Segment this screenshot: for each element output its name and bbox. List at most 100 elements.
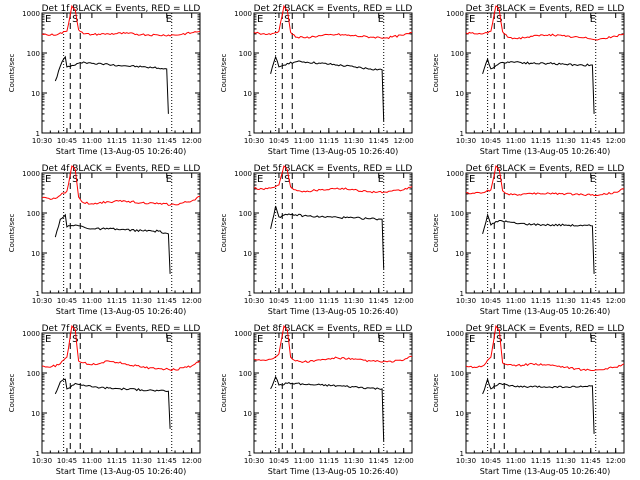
detector-panel-7: Det 7f BLACK = Events, RED = LLD Counts/s… bbox=[8, 324, 202, 476]
x-axis-label: Start Time (13-Aug-05 10:26:40) bbox=[268, 147, 399, 156]
x-tick-label: 11:00 bbox=[294, 457, 314, 465]
series-lld-line bbox=[41, 4, 201, 37]
y-tick-label: 10 bbox=[31, 410, 40, 418]
panel-title: Det 8f BLACK = Events, RED = LLD bbox=[254, 324, 413, 334]
series-events-line bbox=[54, 213, 171, 274]
x-tick-label: 10:45 bbox=[481, 457, 501, 465]
series-lld-line bbox=[253, 4, 413, 40]
x-tick-label: 11:45 bbox=[157, 137, 177, 145]
y-tick-label: 1000 bbox=[22, 170, 40, 178]
x-tick-label: 12:00 bbox=[606, 297, 626, 305]
panel-title: Det 2f BLACK = Events, RED = LLD bbox=[254, 4, 413, 14]
x-axis-label: Start Time (13-Aug-05 10:26:40) bbox=[56, 147, 187, 156]
x-tick-label: 11:30 bbox=[556, 457, 576, 465]
y-tick-label: 1000 bbox=[446, 170, 464, 178]
y-axis-label: Counts/sec bbox=[220, 54, 228, 93]
series-lld-line bbox=[41, 324, 201, 372]
series-events-line bbox=[270, 205, 385, 269]
x-axis-label: Start Time (13-Aug-05 10:26:40) bbox=[480, 307, 611, 316]
y-tick-label: 1 bbox=[36, 290, 40, 298]
plot-frame bbox=[41, 172, 201, 294]
marker-s: S bbox=[496, 174, 502, 185]
y-tick-label: 1000 bbox=[234, 330, 252, 338]
x-tick-label: 10:30 bbox=[32, 457, 52, 465]
detector-panel-5: Det 5f BLACK = Events, RED = LLD Counts/s… bbox=[220, 164, 414, 316]
x-tick-label: 11:30 bbox=[556, 137, 576, 145]
y-axis-label: Counts/sec bbox=[8, 54, 16, 93]
y-tick-label: 1000 bbox=[446, 10, 464, 18]
y-tick-label: 1 bbox=[460, 290, 464, 298]
detector-panel-1: Det 1f BLACK = Events, RED = LLD Counts/s… bbox=[8, 4, 202, 156]
x-tick-label: 12:00 bbox=[182, 457, 202, 465]
x-tick-label: 11:00 bbox=[82, 297, 102, 305]
x-tick-label: 11:00 bbox=[294, 297, 314, 305]
y-axis-label: Counts/sec bbox=[432, 214, 440, 253]
y-tick-label: 100 bbox=[451, 50, 464, 58]
y-tick-label: 1 bbox=[36, 450, 40, 458]
x-tick-label: 11:15 bbox=[319, 297, 339, 305]
series-events-line bbox=[54, 378, 171, 429]
y-tick-label: 1 bbox=[248, 450, 252, 458]
marker-e-end: E bbox=[378, 174, 384, 185]
x-axis-label: Start Time (13-Aug-05 10:26:40) bbox=[56, 467, 187, 476]
x-tick-label: 11:15 bbox=[319, 457, 339, 465]
x-tick-label: 11:30 bbox=[344, 297, 364, 305]
x-tick-label: 10:30 bbox=[32, 137, 52, 145]
detector-panel-3: Det 3f BLACK = Events, RED = LLD Counts/s… bbox=[432, 4, 626, 156]
x-tick-label: 12:00 bbox=[606, 137, 626, 145]
x-axis-label: Start Time (13-Aug-05 10:26:40) bbox=[480, 147, 611, 156]
detector-panel-2: Det 2f BLACK = Events, RED = LLD Counts/s… bbox=[220, 4, 414, 156]
marker-e-start: E bbox=[257, 14, 263, 25]
x-tick-label: 11:45 bbox=[581, 297, 601, 305]
x-tick-label: 10:30 bbox=[32, 297, 52, 305]
x-tick-label: 11:45 bbox=[581, 137, 601, 145]
y-axis-label: Counts/sec bbox=[220, 214, 228, 253]
plot-frame bbox=[465, 332, 625, 454]
x-tick-label: 10:30 bbox=[244, 297, 264, 305]
x-tick-label: 12:00 bbox=[182, 297, 202, 305]
x-tick-label: 12:00 bbox=[394, 297, 414, 305]
x-tick-label: 11:30 bbox=[344, 137, 364, 145]
y-tick-label: 1000 bbox=[234, 10, 252, 18]
x-tick-label: 11:45 bbox=[157, 297, 177, 305]
y-tick-label: 100 bbox=[27, 50, 40, 58]
series-lld-line bbox=[253, 165, 413, 194]
x-tick-label: 12:00 bbox=[394, 457, 414, 465]
marker-s: S bbox=[72, 14, 78, 25]
y-tick-label: 10 bbox=[243, 410, 252, 418]
x-tick-label: 11:00 bbox=[506, 137, 526, 145]
x-tick-label: 10:30 bbox=[456, 137, 476, 145]
marker-e-end: E bbox=[590, 14, 596, 25]
x-axis-label: Start Time (13-Aug-05 10:26:40) bbox=[480, 467, 611, 476]
marker-s: S bbox=[284, 174, 290, 185]
y-axis-label: Counts/sec bbox=[432, 54, 440, 93]
x-tick-label: 11:45 bbox=[581, 457, 601, 465]
x-tick-label: 10:45 bbox=[269, 297, 289, 305]
plot-frame bbox=[253, 332, 413, 454]
x-axis-label: Start Time (13-Aug-05 10:26:40) bbox=[268, 467, 399, 476]
x-tick-label: 10:45 bbox=[269, 457, 289, 465]
x-tick-label: 11:00 bbox=[82, 457, 102, 465]
x-tick-label: 10:45 bbox=[269, 137, 289, 145]
y-tick-label: 1 bbox=[248, 130, 252, 138]
y-tick-label: 1 bbox=[460, 130, 464, 138]
series-events-line bbox=[482, 212, 595, 274]
series-lld-line bbox=[253, 324, 412, 363]
x-tick-label: 11:30 bbox=[132, 297, 152, 305]
y-tick-label: 100 bbox=[239, 370, 252, 378]
x-tick-label: 12:00 bbox=[394, 137, 414, 145]
series-lld-line bbox=[465, 164, 625, 197]
detector-panel-9: Det 9f BLACK = Events, RED = LLD Counts/s… bbox=[432, 324, 626, 476]
y-tick-label: 1000 bbox=[22, 10, 40, 18]
y-axis-label: Counts/sec bbox=[8, 214, 16, 253]
x-tick-label: 10:30 bbox=[244, 457, 264, 465]
marker-e-start: E bbox=[45, 174, 51, 185]
x-tick-label: 11:45 bbox=[157, 457, 177, 465]
detector-panel-8: Det 8f BLACK = Events, RED = LLD Counts/s… bbox=[220, 324, 414, 476]
y-axis-label: Counts/sec bbox=[432, 374, 440, 413]
y-axis-label: Counts/sec bbox=[220, 374, 228, 413]
marker-e-end: E bbox=[378, 14, 384, 25]
panel-title: Det 5f BLACK = Events, RED = LLD bbox=[254, 164, 413, 174]
marker-e-end: E bbox=[166, 174, 172, 185]
y-tick-label: 10 bbox=[455, 250, 464, 258]
